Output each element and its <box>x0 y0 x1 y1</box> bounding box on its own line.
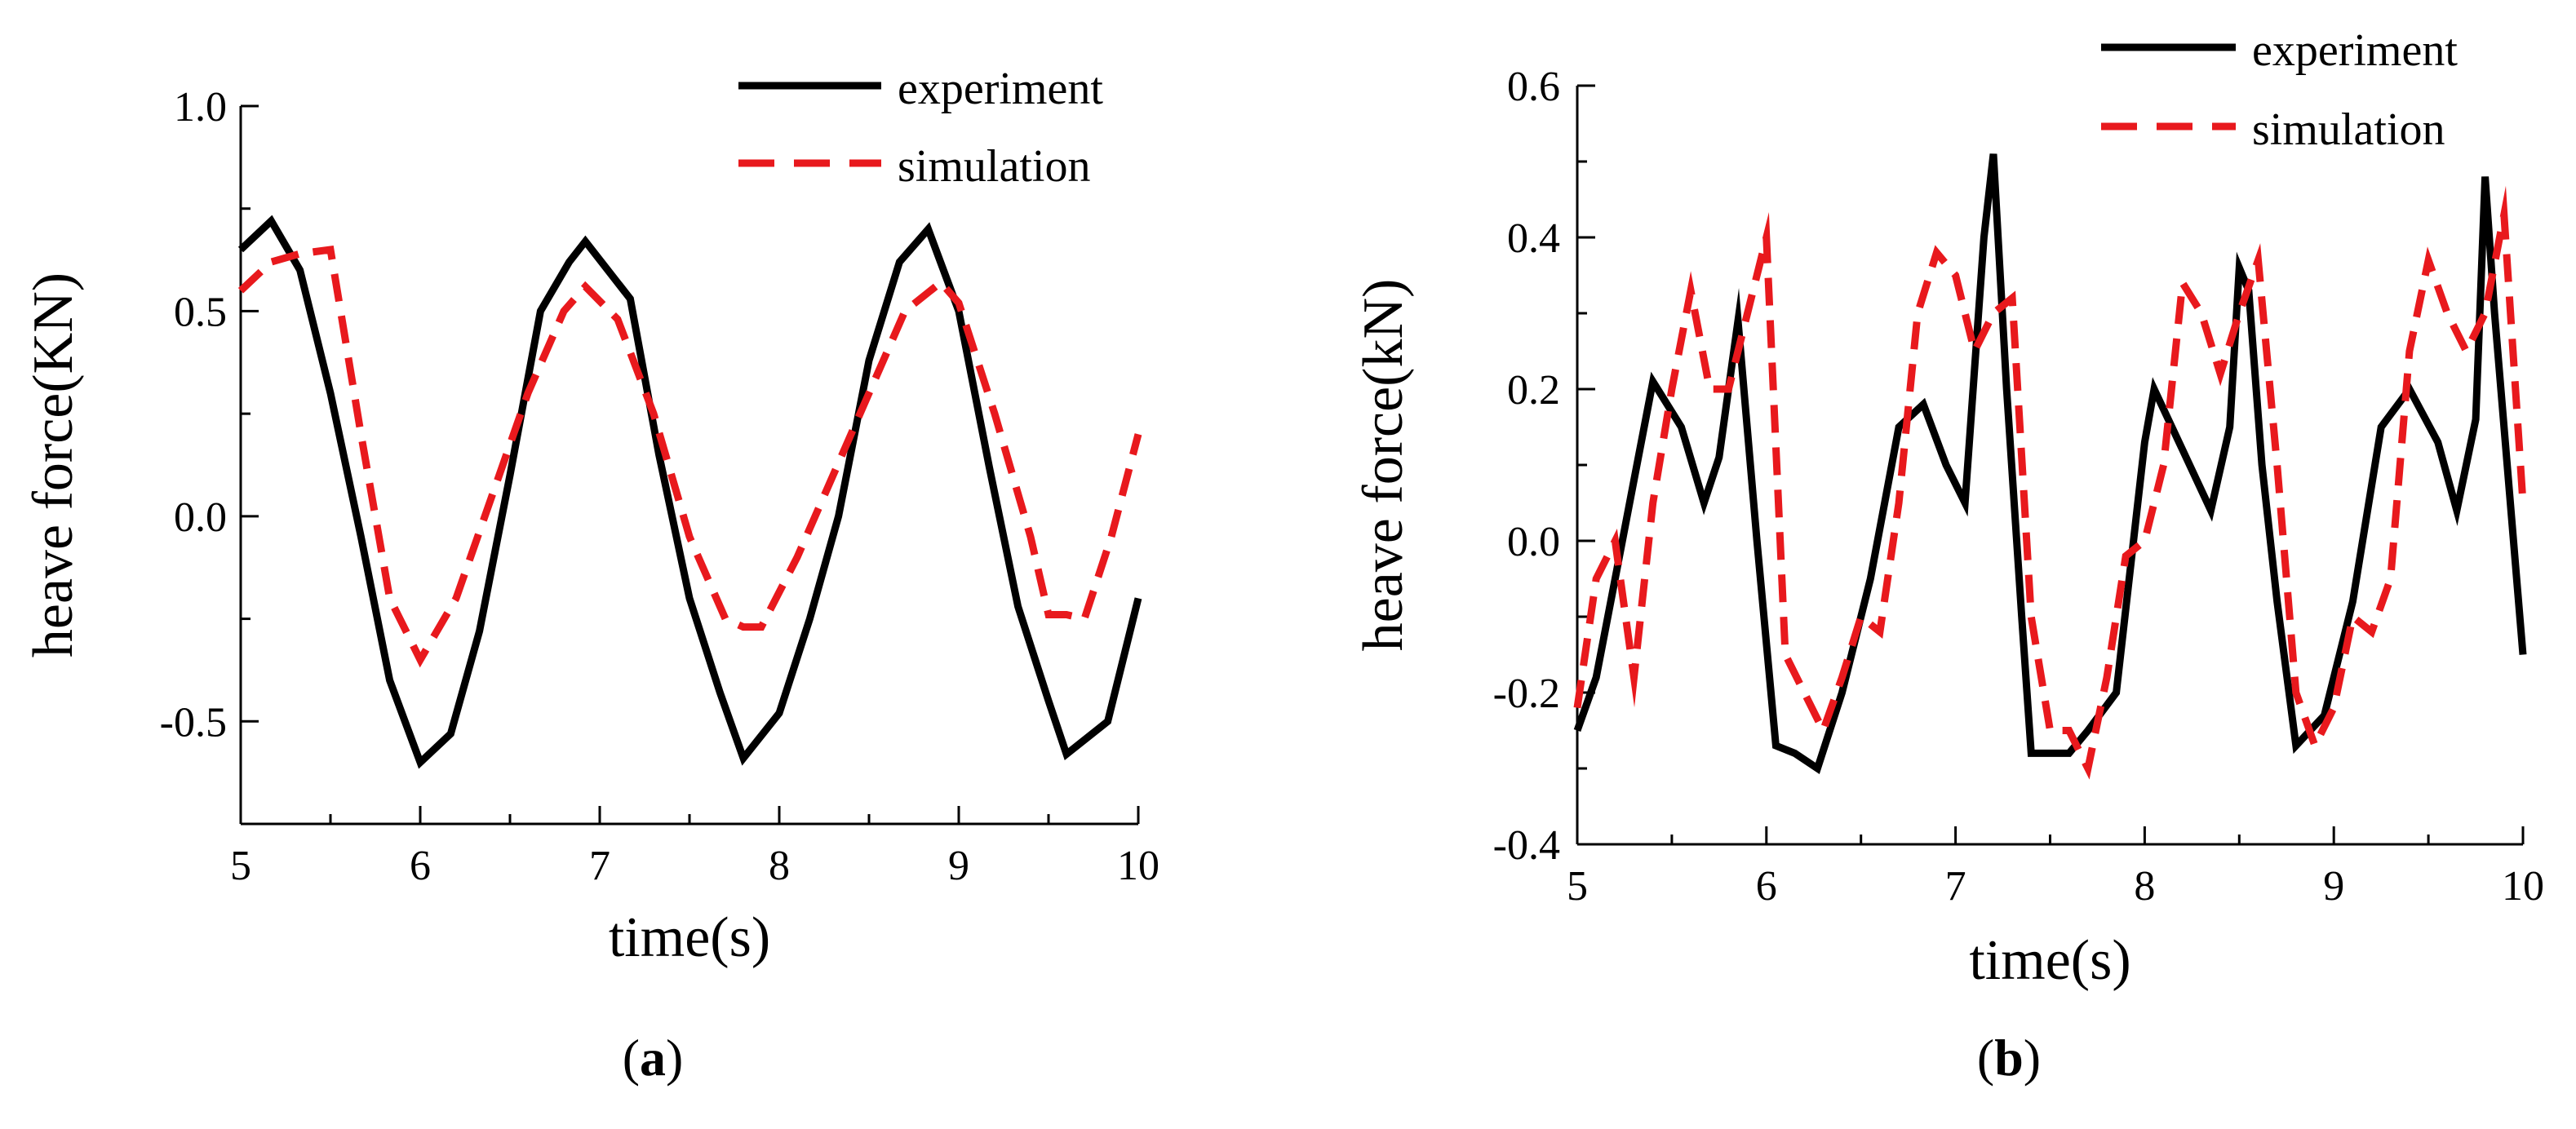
x-axis-title: time(s) <box>609 906 770 969</box>
y-tick-label: 1.0 <box>174 84 227 131</box>
x-axis-title: time(s) <box>1969 929 2130 992</box>
panel-label-open: ( <box>623 1029 640 1087</box>
data-point-simulation <box>2048 728 2053 733</box>
x-tick-label: 8 <box>2134 863 2155 910</box>
x-tick-label: 9 <box>2323 863 2344 910</box>
y-tick-label: 0.0 <box>1507 519 1560 565</box>
y-tick-label: -0.4 <box>1493 822 1560 869</box>
legend: experiment simulation <box>738 64 1103 192</box>
data-point-simulation <box>2521 501 2525 506</box>
legend-label-simulation: simulation <box>898 141 1090 192</box>
x-tick-label: 8 <box>769 843 790 889</box>
data-point-simulation <box>1915 311 1920 316</box>
chart-panel-b: 5 6 7 8 9 10 -0.4 -0.2 0.0 0.2 0.4 0.6 time(s) heave … <box>1352 25 2544 1087</box>
chart-panel-a: 5 6 7 8 9 10 -0.5 0.0 0.5 1.0 time(s) heave force(K… <box>22 64 1159 1087</box>
y-tick-label: 0.5 <box>174 289 227 335</box>
y-axis-title: heave force(kN) <box>1352 279 1415 652</box>
x-tick-label: 6 <box>1756 863 1777 910</box>
panel-label-close: ) <box>2024 1029 2041 1087</box>
x-tick-label: 5 <box>230 843 251 889</box>
legend-label-experiment: experiment <box>2252 25 2458 76</box>
data-point-simulation <box>388 595 392 600</box>
series-line-simulation <box>1573 185 2527 780</box>
legend-label-experiment: experiment <box>898 64 1103 114</box>
data-point-simulation <box>2388 577 2393 582</box>
y-tick-label: -0.5 <box>160 699 227 746</box>
data-point-simulation <box>938 280 943 285</box>
x-tick-label: 10 <box>1117 843 1159 889</box>
data-point-simulation <box>2142 538 2147 543</box>
data-point-simulation <box>358 432 363 436</box>
data-point-simulation <box>1820 728 1825 733</box>
y-tick-label: 0.6 <box>1507 64 1560 110</box>
panel-label-letter: b <box>1994 1029 2024 1087</box>
panel-label-close: ) <box>666 1029 683 1087</box>
x-tick-label: 6 <box>410 843 431 889</box>
y-tick-label: -0.2 <box>1493 671 1560 717</box>
x-tick-label: 7 <box>1945 863 1966 910</box>
y-tick-label: 0.2 <box>1507 367 1560 414</box>
panel-label-letter: a <box>640 1029 666 1087</box>
legend: experiment simulation <box>2101 25 2458 155</box>
data-point-simulation <box>1707 387 1712 392</box>
y-axis-title: heave force(KN) <box>22 272 85 657</box>
x-tick-label: 10 <box>2502 863 2544 910</box>
panel-label: (b) <box>1977 1029 2041 1087</box>
x-tick-label: 9 <box>948 843 969 889</box>
x-tick-label: 5 <box>1567 863 1588 910</box>
legend-label-simulation: simulation <box>2252 104 2445 155</box>
series-line-experiment <box>1573 153 2527 775</box>
y-tick-label: 0.0 <box>174 494 227 541</box>
panel-label: (a) <box>623 1029 684 1087</box>
series-line-experiment <box>237 215 1142 769</box>
data-point-simulation <box>1783 653 1788 657</box>
series-line-simulation <box>237 245 1142 668</box>
panel-label-open: ( <box>1977 1029 1994 1087</box>
data-point-simulation <box>1991 311 1996 316</box>
data-point-simulation <box>2199 311 2204 316</box>
x-tick-label: 7 <box>589 843 610 889</box>
y-tick-label: 0.4 <box>1507 215 1560 262</box>
data-point-simulation <box>902 308 907 313</box>
data-point-simulation <box>1802 690 1807 695</box>
